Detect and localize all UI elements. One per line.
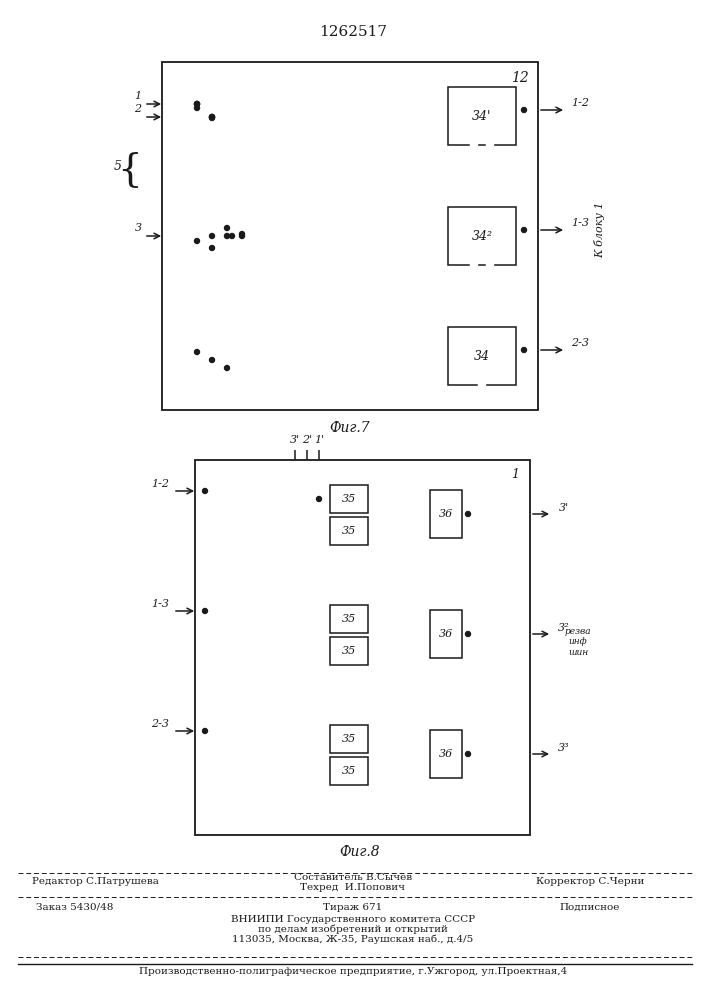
Circle shape [486, 141, 493, 148]
Circle shape [209, 245, 214, 250]
Circle shape [225, 233, 230, 238]
Circle shape [465, 632, 470, 637]
Text: 1262517: 1262517 [319, 25, 387, 39]
Circle shape [209, 114, 214, 119]
Text: 36: 36 [439, 629, 453, 639]
Circle shape [202, 488, 207, 493]
Bar [448, 207, 516, 265]
Text: 35: 35 [342, 526, 356, 536]
Text: 1-2: 1-2 [151, 479, 169, 489]
Text: 3': 3' [290, 435, 300, 445]
Bar [430, 730, 462, 778]
Bar [195, 460, 530, 835]
Circle shape [209, 114, 214, 119]
Text: 34: 34 [474, 350, 490, 362]
Text: 2-3: 2-3 [151, 719, 169, 729]
Text: 3': 3' [559, 503, 569, 513]
Text: К блоку 1: К блоку 1 [595, 202, 605, 258]
Circle shape [209, 358, 214, 362]
Text: 1: 1 [134, 91, 141, 101]
Text: 36: 36 [439, 749, 453, 759]
Circle shape [209, 114, 214, 119]
Text: Фиг.8: Фиг.8 [339, 845, 380, 859]
Text: 1-3: 1-3 [571, 218, 589, 228]
Circle shape [225, 226, 230, 231]
Circle shape [317, 496, 322, 502]
Text: 12: 12 [511, 71, 529, 85]
Circle shape [225, 365, 230, 370]
Circle shape [194, 238, 199, 243]
Text: 2: 2 [134, 104, 141, 114]
Text: Редактор С.Патрушева: Редактор С.Патрушева [32, 876, 158, 886]
Circle shape [240, 233, 245, 238]
Circle shape [240, 232, 245, 236]
Circle shape [194, 102, 199, 106]
Circle shape [522, 107, 527, 112]
Text: 5: 5 [114, 159, 122, 172]
Text: 1-2: 1-2 [571, 98, 589, 108]
Bar [162, 62, 538, 410]
Circle shape [479, 381, 486, 388]
Text: по делам изобретений и открытий: по делам изобретений и открытий [258, 924, 448, 934]
Bar [330, 757, 368, 785]
Bar [330, 517, 368, 545]
Circle shape [470, 261, 477, 268]
Text: 2': 2' [302, 435, 312, 445]
Circle shape [230, 233, 235, 238]
Bar [330, 605, 368, 633]
Bar [430, 490, 462, 538]
Circle shape [470, 141, 477, 148]
Text: Фиг.7: Фиг.7 [329, 421, 370, 435]
Circle shape [194, 105, 199, 110]
Text: Корректор С.Черни: Корректор С.Черни [536, 876, 644, 886]
Bar [448, 327, 516, 385]
Circle shape [194, 102, 199, 106]
Text: 3³: 3³ [559, 743, 570, 753]
Text: Подписное: Подписное [560, 902, 620, 912]
Text: Производственно-полиграфическое предприятие, г.Ужгород, ул.Проектная,4: Производственно-полиграфическое предприя… [139, 968, 567, 976]
Circle shape [202, 608, 207, 613]
Circle shape [486, 261, 493, 268]
Text: 113035, Москва, Ж-35, Раушская наб., д.4/5: 113035, Москва, Ж-35, Раушская наб., д.4… [233, 934, 474, 944]
Text: резва
инф
шин: резва инф шин [565, 627, 591, 657]
Text: 34²: 34² [472, 230, 493, 242]
Circle shape [209, 115, 214, 120]
Text: 1: 1 [511, 468, 519, 482]
Circle shape [465, 512, 470, 516]
Text: Составитель В.Сычев: Составитель В.Сычев [294, 872, 412, 882]
Text: 35: 35 [342, 614, 356, 624]
Circle shape [194, 102, 199, 106]
Text: 3: 3 [134, 223, 141, 233]
Text: Заказ 5430/48: Заказ 5430/48 [36, 902, 114, 912]
Text: 35: 35 [342, 494, 356, 504]
Circle shape [209, 233, 214, 238]
Circle shape [465, 752, 470, 756]
Text: 34': 34' [472, 109, 491, 122]
Text: 1': 1' [314, 435, 324, 445]
Bar [330, 725, 368, 753]
Text: 2-3: 2-3 [571, 338, 589, 348]
Bar [330, 637, 368, 665]
Text: 3²: 3² [559, 623, 570, 633]
Text: Техред  И.Попович: Техред И.Попович [300, 882, 406, 892]
Text: 35: 35 [342, 646, 356, 656]
Bar [430, 610, 462, 658]
Circle shape [522, 228, 527, 232]
Text: ВНИИПИ Государственного комитета СССР: ВНИИПИ Государственного комитета СССР [231, 914, 475, 924]
Circle shape [202, 728, 207, 734]
Text: 35: 35 [342, 734, 356, 744]
Circle shape [522, 348, 527, 353]
Bar [448, 87, 516, 145]
Text: 35: 35 [342, 766, 356, 776]
Text: {: { [117, 151, 142, 188]
Text: 36: 36 [439, 509, 453, 519]
Text: 1-3: 1-3 [151, 599, 169, 609]
Circle shape [194, 350, 199, 355]
Bar [330, 485, 368, 513]
Text: Тираж 671: Тираж 671 [323, 902, 382, 912]
